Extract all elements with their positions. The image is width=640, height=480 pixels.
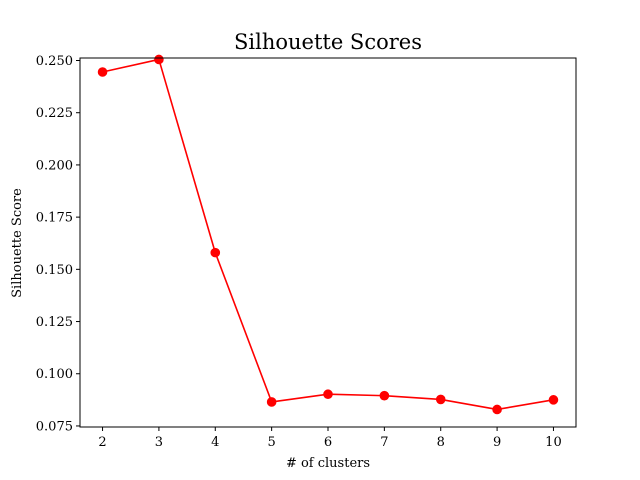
y-tick-label: 0.075	[36, 419, 73, 434]
y-tick-label: 0.125	[36, 315, 73, 330]
x-tick-label: 2	[98, 435, 106, 450]
x-tick-label: 4	[211, 435, 219, 450]
data-point	[379, 390, 390, 401]
x-axis-label: # of clusters	[286, 456, 370, 471]
x-tick-label: 8	[437, 435, 445, 450]
data-point	[323, 389, 333, 400]
x-axis-ticks: 2 3 4 5 6 7 8 9 10	[98, 427, 562, 450]
data-point	[97, 67, 108, 77]
data-point	[435, 394, 446, 405]
series-line	[102, 58, 554, 411]
series-layer	[97, 54, 559, 415]
y-tick-label: 0.250	[36, 54, 73, 69]
x-tick-label: 10	[545, 435, 562, 450]
x-tick-label: 9	[493, 435, 501, 450]
y-tick-label: 0.100	[36, 367, 73, 382]
data-point	[154, 54, 164, 65]
y-tick-label: 0.175	[36, 211, 73, 226]
y-axis-ticks: 0.075 0.100 0.125 0.150 0.175 0.200 0.225 0.250	[36, 54, 80, 434]
x-tick-label: 6	[324, 435, 332, 450]
y-axis-label: Silhouette Score	[10, 188, 25, 298]
data-point	[266, 397, 277, 407]
x-tick-label: 7	[380, 435, 388, 450]
data-point	[210, 247, 221, 258]
y-tick-label: 0.225	[36, 106, 73, 121]
y-tick-label: 0.200	[36, 158, 73, 173]
x-tick-label: 3	[155, 435, 163, 450]
plot-area-frame	[79, 57, 577, 428]
chart-title: Silhouette Scores	[234, 30, 422, 54]
data-point	[548, 395, 559, 405]
data-point	[492, 404, 502, 415]
y-tick-label: 0.150	[36, 263, 73, 278]
x-tick-label: 5	[267, 435, 275, 450]
